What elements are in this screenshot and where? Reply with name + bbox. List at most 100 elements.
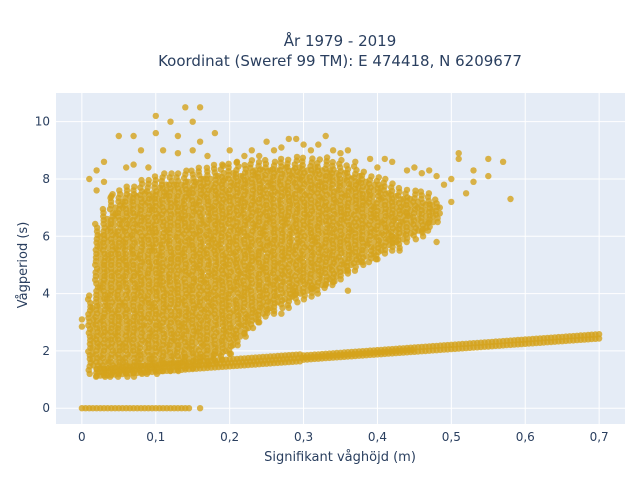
data-point	[189, 118, 196, 125]
data-point	[374, 164, 381, 171]
data-point	[337, 150, 344, 157]
data-point	[455, 155, 462, 163]
data-point	[293, 135, 300, 143]
data-point	[344, 267, 352, 274]
data-point	[118, 284, 126, 292]
data-point	[141, 281, 148, 289]
data-point	[293, 290, 300, 297]
data-point	[329, 278, 337, 286]
data-point	[248, 157, 256, 164]
data-point	[148, 270, 155, 277]
data-point	[222, 181, 229, 188]
data-point	[296, 204, 303, 211]
data-point	[470, 178, 477, 185]
data-point	[116, 187, 123, 194]
data-point	[595, 331, 603, 338]
data-point	[252, 241, 259, 249]
data-point	[123, 164, 130, 171]
data-point	[86, 292, 93, 299]
data-point	[338, 156, 345, 164]
data-point	[226, 147, 233, 154]
data-point	[195, 164, 202, 171]
data-point	[499, 158, 507, 165]
data-point	[185, 178, 192, 185]
data-point	[316, 156, 323, 163]
data-point	[343, 162, 350, 169]
data-point	[248, 147, 255, 154]
data-point	[270, 147, 278, 154]
data-point	[278, 144, 285, 151]
data-point	[263, 307, 270, 314]
data-point	[293, 153, 301, 161]
data-point	[426, 218, 433, 226]
data-point	[359, 258, 366, 266]
data-point	[196, 405, 204, 412]
data-point	[131, 183, 138, 190]
data-point	[104, 313, 111, 320]
data-point	[368, 173, 375, 180]
data-point	[323, 154, 331, 161]
data-point	[417, 188, 425, 195]
data-point	[148, 258, 156, 266]
data-point	[281, 278, 288, 286]
data-point	[285, 156, 292, 163]
data-point	[274, 236, 281, 243]
data-point	[141, 327, 148, 335]
data-point	[174, 150, 182, 157]
data-point	[78, 323, 86, 330]
data-point	[433, 172, 440, 180]
data-point	[315, 141, 322, 148]
data-point	[207, 256, 214, 263]
data-point	[252, 230, 259, 237]
data-point	[389, 158, 396, 165]
data-point	[436, 210, 443, 217]
data-point	[196, 353, 204, 360]
data-point	[418, 170, 425, 177]
data-point	[411, 164, 418, 171]
data-point	[233, 158, 241, 165]
data-point	[211, 129, 219, 137]
data-point	[199, 210, 207, 217]
data-point	[266, 276, 273, 283]
data-point	[307, 284, 315, 292]
data-point	[241, 330, 248, 337]
data-point	[118, 319, 126, 326]
data-point	[104, 273, 111, 280]
data-point	[369, 193, 377, 200]
data-point	[204, 152, 211, 160]
data-point	[277, 155, 285, 163]
data-point	[307, 147, 315, 154]
data-point	[145, 164, 152, 171]
data-point	[119, 324, 126, 332]
data-point	[126, 313, 133, 320]
data-point	[285, 304, 292, 312]
data-point	[389, 180, 396, 187]
data-point	[309, 155, 316, 162]
data-point	[133, 244, 140, 251]
data-point	[340, 244, 348, 251]
y-axis-ticks: 0 2 4 6 8 10	[35, 115, 50, 416]
data-point	[86, 175, 93, 183]
data-point	[183, 167, 190, 174]
data-point	[403, 167, 411, 174]
data-point	[185, 264, 192, 271]
data-point	[214, 344, 222, 352]
data-point	[363, 207, 370, 214]
data-point	[241, 162, 248, 169]
data-point	[288, 236, 295, 243]
data-point	[207, 319, 214, 326]
data-point	[123, 183, 130, 190]
chart-title-line1: År 1979 - 2019	[284, 31, 397, 50]
data-point	[78, 316, 86, 323]
data-point	[366, 155, 374, 163]
data-point	[412, 187, 419, 194]
x-tick-label: 0,2	[220, 430, 239, 444]
data-point	[161, 170, 168, 177]
data-point	[299, 154, 307, 161]
data-point	[440, 181, 448, 188]
data-point	[159, 147, 167, 154]
data-point	[93, 187, 100, 194]
data-point	[507, 195, 514, 203]
data-point	[111, 221, 118, 228]
chart-title-line2: Koordinat (Sweref 99 TM): E 474418, N 62…	[158, 52, 522, 70]
